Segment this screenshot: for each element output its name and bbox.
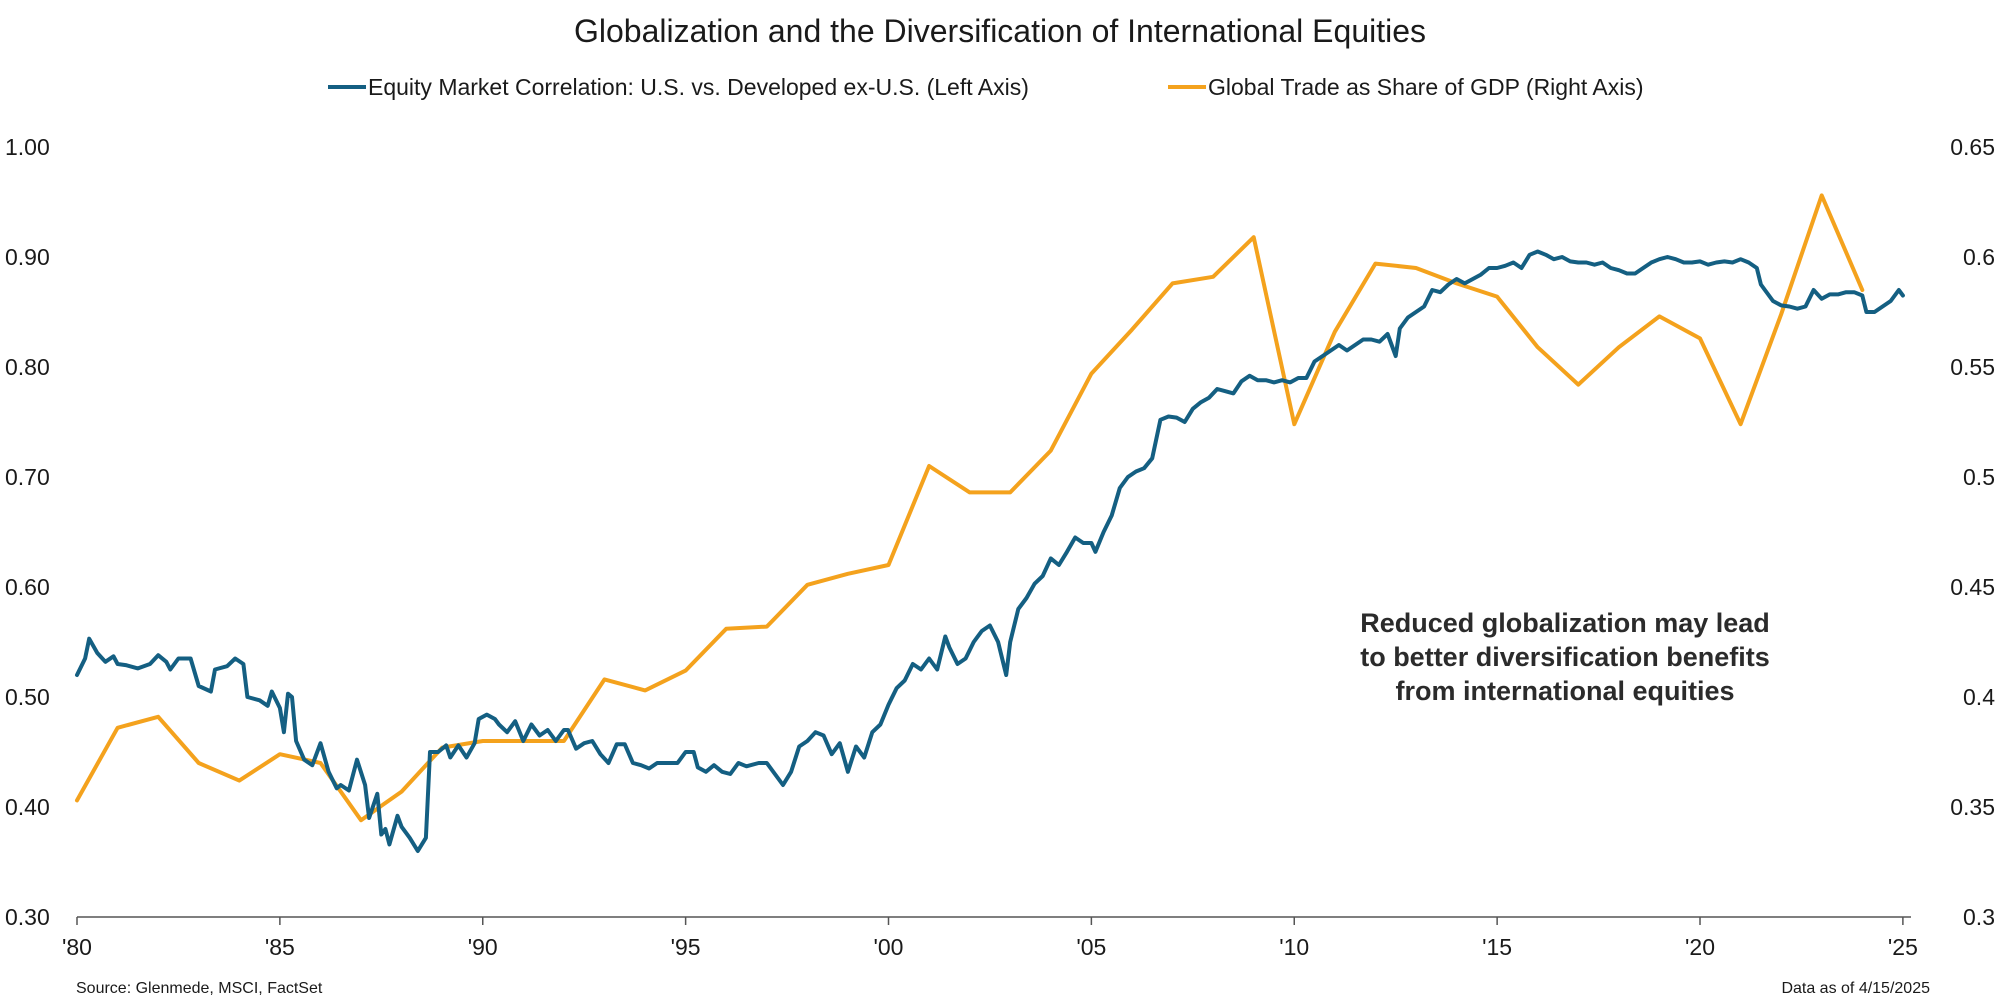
left-axis-ticks: 1.00 0.90 0.80 0.70 0.60 0.50 0.40 0.30 [5,134,50,930]
left-axis-tick-label: 0.30 [5,904,50,930]
annotation-line-3: from international equities [1395,676,1734,706]
series-lines [75,193,1905,853]
x-axis-tick-label: '20 [1685,934,1715,960]
correlation-series-line [75,249,1905,853]
right-axis-ticks: 0.65 0.6 0.55 0.5 0.45 0.4 0.35 0.3 [1950,134,1995,930]
left-axis-tick-label: 0.40 [5,794,50,820]
x-axis-tick-label: '80 [62,934,92,960]
legend: Equity Market Correlation: U.S. vs. Deve… [328,74,1644,100]
right-axis-tick-label: 0.45 [1950,574,1995,600]
x-axis-tick-label: '15 [1482,934,1512,960]
right-axis-tick-label: 0.35 [1950,794,1995,820]
left-axis-tick-label: 0.50 [5,684,50,710]
x-axis-tick-label: '00 [874,934,904,960]
right-axis-tick-label: 0.6 [1963,244,1995,270]
source-note: Source: Glenmede, MSCI, FactSet [76,980,323,997]
left-axis-tick-label: 0.70 [5,464,50,490]
annotation-line-1: Reduced globalization may lead [1360,608,1770,638]
x-axis-tick-label: '85 [265,934,295,960]
right-axis-tick-label: 0.5 [1963,464,1995,490]
chart-title: Globalization and the Diversification of… [574,13,1426,49]
trade-share-series-line [75,193,1865,823]
x-axis-tick-label: '95 [671,934,701,960]
left-axis-tick-label: 0.80 [5,354,50,380]
x-axis-tick-label: '90 [468,934,498,960]
x-axis-tick-label: '25 [1888,934,1918,960]
annotation-line-2: to better diversification benefits [1360,642,1770,672]
right-axis-tick-label: 0.4 [1963,684,1995,710]
legend-label-trade: Global Trade as Share of GDP (Right Axis… [1208,74,1644,100]
annotation: Reduced globalization may lead to better… [1360,608,1770,706]
right-axis-tick-label: 0.55 [1950,354,1995,380]
as-of-note: Data as of 4/15/2025 [1781,980,1930,997]
x-axis: '80 '85 '90 '95 '00 '05 '10 '15 '20 '25 [62,916,1918,960]
left-axis-tick-label: 0.90 [5,244,50,270]
x-axis-tick-label: '10 [1279,934,1309,960]
left-axis-tick-label: 0.60 [5,574,50,600]
legend-label-correlation: Equity Market Correlation: U.S. vs. Deve… [368,74,1029,100]
right-axis-tick-label: 0.3 [1963,904,1995,930]
left-axis-tick-label: 1.00 [5,134,50,160]
right-axis-tick-label: 0.65 [1950,134,1995,160]
x-axis-tick-label: '05 [1076,934,1106,960]
